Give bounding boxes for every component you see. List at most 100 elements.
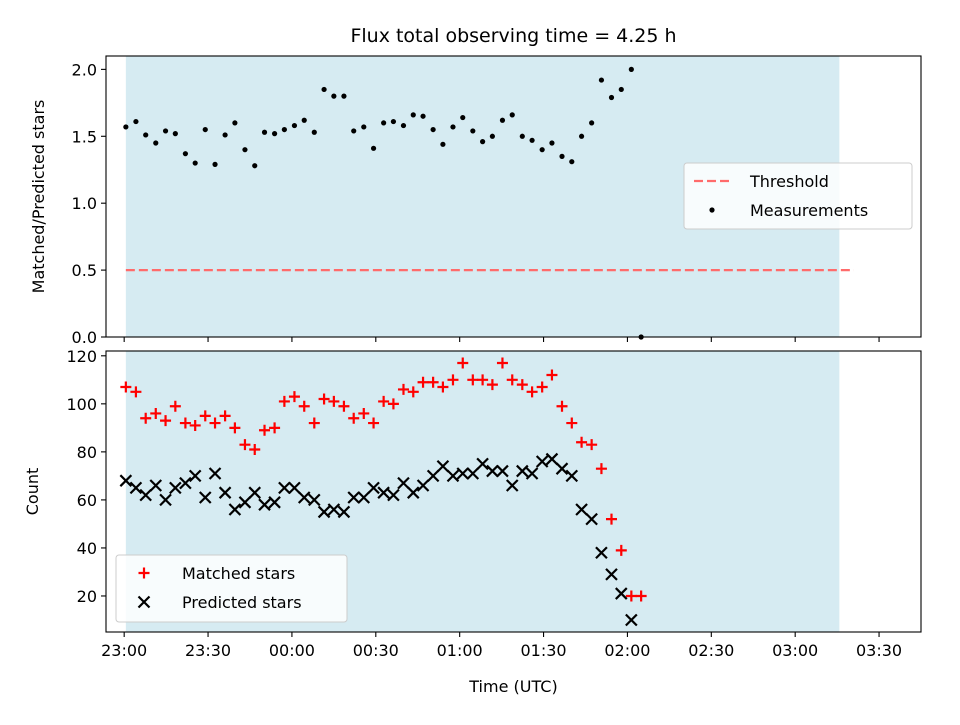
data-point bbox=[556, 400, 568, 412]
data-point bbox=[447, 374, 459, 386]
data-point bbox=[506, 374, 518, 386]
data-point bbox=[400, 122, 407, 129]
data-point bbox=[192, 160, 198, 166]
data-point bbox=[546, 369, 558, 381]
x-tick-label: 03:00 bbox=[772, 641, 818, 660]
x-tick-label: 03:30 bbox=[856, 641, 902, 660]
axes-frame bbox=[105, 350, 922, 633]
data-point bbox=[625, 613, 638, 627]
data-point bbox=[516, 464, 529, 478]
x-axis-label: Time (UTC) bbox=[468, 677, 557, 696]
data-point bbox=[526, 386, 538, 398]
data-point bbox=[368, 417, 380, 429]
data-point bbox=[381, 120, 387, 126]
data-point bbox=[311, 129, 317, 135]
data-point bbox=[169, 400, 181, 412]
data-point bbox=[370, 145, 377, 151]
data-point bbox=[179, 417, 191, 429]
data-point bbox=[182, 151, 189, 157]
legend-dot-swatch bbox=[709, 207, 715, 213]
data-point bbox=[467, 374, 479, 386]
data-point bbox=[298, 400, 310, 412]
data-point bbox=[278, 395, 290, 407]
data-point bbox=[331, 93, 337, 99]
series-predicted-stars bbox=[119, 452, 638, 627]
y-axis-label: Count bbox=[23, 468, 42, 516]
data-point bbox=[327, 503, 341, 516]
data-point bbox=[519, 133, 525, 139]
data-point bbox=[271, 131, 278, 137]
data-point bbox=[358, 407, 370, 419]
data-point bbox=[615, 544, 627, 556]
data-point bbox=[635, 590, 647, 602]
data-point bbox=[123, 124, 129, 130]
data-point bbox=[149, 479, 163, 492]
data-point bbox=[297, 491, 311, 504]
data-point bbox=[589, 120, 595, 126]
data-point bbox=[586, 439, 598, 451]
data-point bbox=[357, 491, 371, 504]
data-point bbox=[378, 395, 390, 407]
data-point bbox=[288, 391, 300, 403]
data-point bbox=[608, 94, 615, 101]
data-point bbox=[420, 113, 426, 119]
data-point bbox=[427, 376, 439, 388]
data-point bbox=[417, 376, 429, 388]
data-point bbox=[228, 503, 242, 516]
x-tick-label: 00:30 bbox=[353, 641, 399, 660]
data-point bbox=[407, 386, 419, 398]
y-tick-label: 2.0 bbox=[72, 60, 97, 79]
data-point bbox=[575, 503, 588, 516]
data-point bbox=[529, 137, 535, 143]
data-point bbox=[258, 498, 271, 511]
data-point bbox=[259, 424, 271, 436]
data-point bbox=[477, 374, 489, 386]
x-tick-label: 02:00 bbox=[604, 641, 650, 660]
data-point bbox=[143, 132, 149, 138]
data-point bbox=[406, 486, 420, 499]
legend-label: Measurements bbox=[750, 201, 868, 220]
data-point bbox=[162, 128, 169, 134]
data-point bbox=[585, 512, 598, 526]
data-point bbox=[188, 469, 202, 483]
data-point bbox=[536, 381, 548, 393]
y-tick-label: 1.5 bbox=[72, 127, 97, 146]
data-point bbox=[480, 139, 486, 145]
y-tick-label: 0.5 bbox=[72, 261, 97, 280]
data-point bbox=[450, 124, 456, 130]
data-point bbox=[291, 122, 298, 129]
data-point bbox=[430, 126, 436, 133]
top-panel-ratio: 0.0 0.5 1.0 1.5 2.0 Matched/Predicted stars Th… bbox=[29, 55, 922, 347]
x-tick-label: 02:30 bbox=[688, 641, 734, 660]
data-point bbox=[440, 141, 446, 147]
legend-x-swatch bbox=[137, 595, 151, 609]
data-point bbox=[470, 128, 476, 134]
data-point bbox=[576, 436, 588, 448]
x-tick-label: 23:00 bbox=[101, 641, 147, 660]
data-point bbox=[397, 383, 409, 395]
data-point bbox=[625, 590, 637, 602]
y-tick-label: 120 bbox=[66, 347, 97, 366]
data-point bbox=[150, 407, 162, 419]
data-point bbox=[252, 163, 258, 169]
chart-title: Flux total observing time = 4.25 h bbox=[350, 25, 676, 47]
x-tick-label: 00:00 bbox=[269, 641, 315, 660]
data-point bbox=[238, 496, 252, 509]
data-point bbox=[496, 464, 509, 478]
data-point bbox=[242, 147, 248, 153]
data-point bbox=[208, 467, 222, 480]
data-point bbox=[198, 491, 212, 504]
data-point bbox=[436, 460, 450, 473]
data-point bbox=[460, 114, 466, 121]
data-point bbox=[249, 443, 261, 455]
data-point bbox=[281, 126, 287, 133]
data-point bbox=[410, 112, 416, 118]
data-point bbox=[172, 131, 178, 137]
data-point bbox=[179, 476, 192, 490]
legend-label: Matched stars bbox=[182, 564, 295, 583]
y-tick-label: 0.0 bbox=[72, 328, 97, 347]
data-point bbox=[489, 133, 495, 139]
data-point bbox=[476, 457, 489, 471]
data-point bbox=[140, 412, 152, 424]
data-point bbox=[486, 464, 499, 478]
